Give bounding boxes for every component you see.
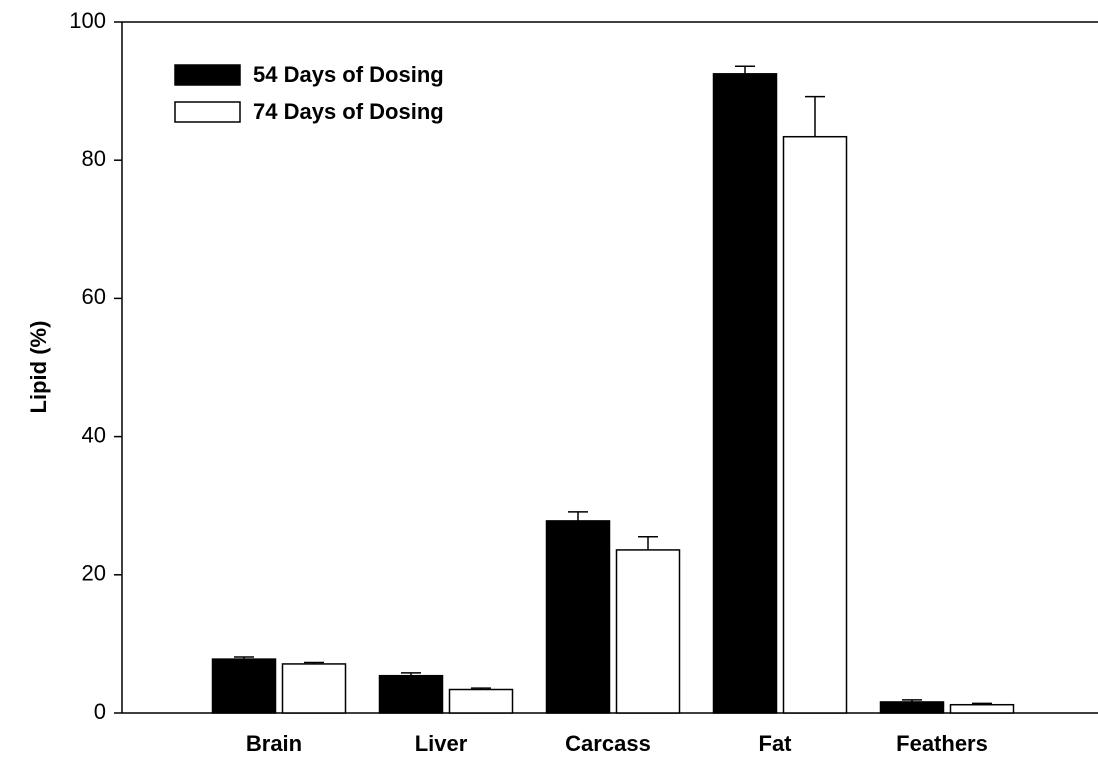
y-tick-label: 80 — [82, 146, 106, 171]
legend-label: 74 Days of Dosing — [253, 99, 444, 124]
bar — [615, 549, 681, 714]
legend-swatch — [174, 101, 241, 123]
bar — [448, 688, 514, 714]
bar — [281, 663, 347, 714]
y-tick-label: 0 — [94, 699, 106, 724]
bar — [211, 658, 277, 714]
y-tick-label: 100 — [69, 8, 106, 33]
bar — [378, 674, 444, 714]
legend-label: 54 Days of Dosing — [253, 62, 444, 87]
y-axis-label: Lipid (%) — [26, 321, 51, 414]
y-tick-label: 40 — [82, 422, 106, 447]
bar — [879, 701, 945, 714]
y-tick-label: 20 — [82, 561, 106, 586]
x-tick-label: Brain — [246, 731, 302, 756]
bar — [949, 703, 1015, 714]
y-tick-label: 60 — [82, 284, 106, 309]
x-tick-label: Fat — [759, 731, 793, 756]
bar — [545, 520, 611, 714]
x-tick-label: Liver — [415, 731, 468, 756]
legend-swatch — [174, 64, 241, 86]
x-tick-label: Feathers — [896, 731, 988, 756]
x-tick-label: Carcass — [565, 731, 651, 756]
bar — [712, 73, 778, 714]
bar — [782, 135, 848, 714]
